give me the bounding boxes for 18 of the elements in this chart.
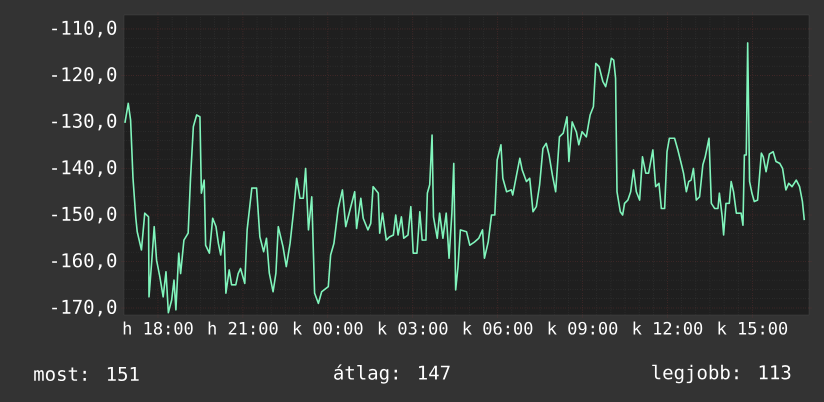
x-tick-label: h 18:00 bbox=[124, 322, 193, 335]
y-tick-label: -140,0 bbox=[52, 160, 116, 177]
x-tick-label: k 00:00 bbox=[294, 322, 363, 335]
y-tick-label: -120,0 bbox=[52, 67, 116, 84]
text: most: 151 bbox=[34, 366, 139, 382]
x-tick-label: h 21:00 bbox=[208, 322, 278, 335]
x-tick-label: k 09:00 bbox=[548, 322, 618, 335]
y-tick-label: -150,0 bbox=[52, 206, 116, 224]
text: átlag: 147 bbox=[334, 364, 450, 384]
x-tick-label: k 12:00 bbox=[634, 322, 702, 335]
y-tick-label: -110,0 bbox=[52, 20, 116, 38]
x-tick-label: k 15:00 bbox=[718, 322, 788, 335]
x-tick-label: k 06:00 bbox=[464, 322, 532, 335]
x-tick-label: k 03:00 bbox=[378, 322, 448, 335]
text: legjobb: 113 bbox=[652, 364, 790, 384]
y-tick-label: -130,0 bbox=[52, 114, 116, 130]
y-tick-label: -170,0 bbox=[52, 300, 116, 316]
y-tick-label: -160,0 bbox=[52, 253, 116, 270]
